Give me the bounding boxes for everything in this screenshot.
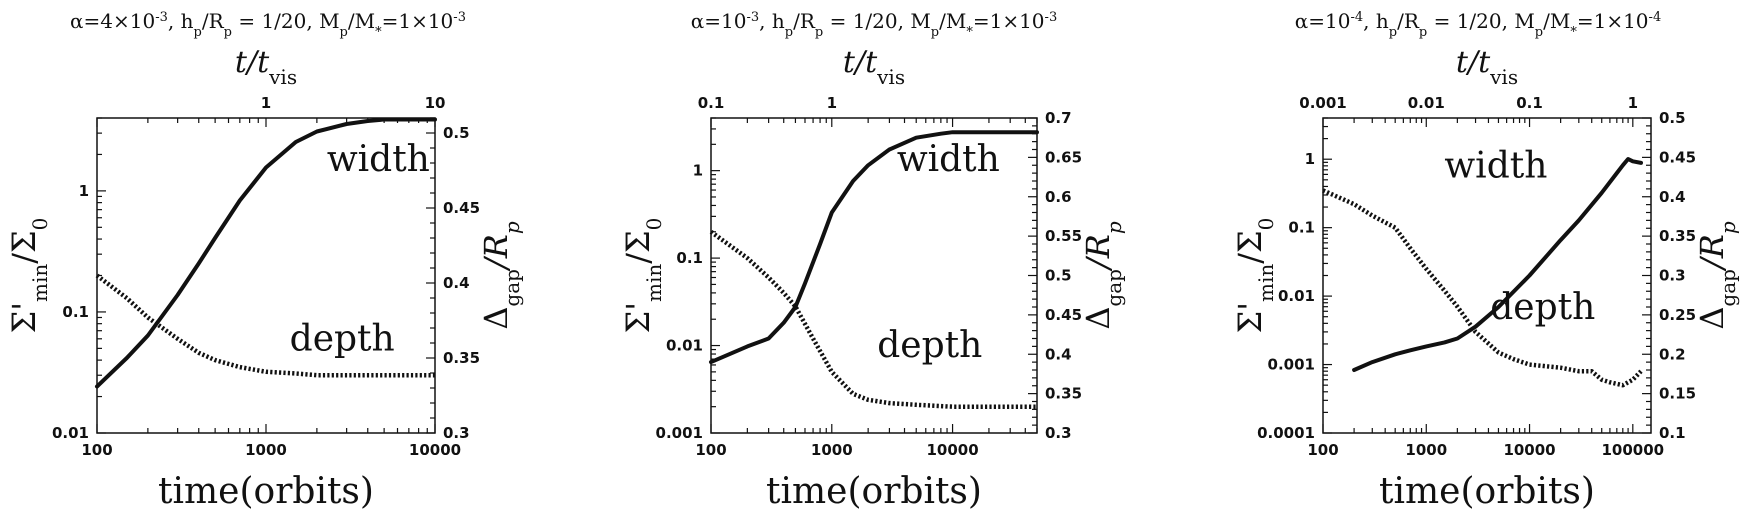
- top-tick-label: 1: [827, 94, 837, 112]
- y2-tick-label: 0.4: [1659, 188, 1686, 206]
- y-axis: 0.0001 0.001 0.01 0.1 1: [1257, 117, 1332, 442]
- y-axis-title: Σ'min/Σ0: [1231, 218, 1278, 334]
- y-tick-label: 0.001: [1268, 356, 1315, 374]
- x-axis-title: time(orbits): [158, 471, 374, 512]
- y2-tick-label: 0.5: [443, 124, 470, 142]
- y2-tick-label: 0.55: [1045, 227, 1082, 245]
- y2-tick-label: 0.35: [1659, 227, 1696, 245]
- top-tick-label: 0.1: [698, 94, 725, 112]
- y-tick-label: 0.0001: [1257, 424, 1315, 442]
- annotation-depth: depth: [1490, 287, 1595, 328]
- chart-title: α=10-3, hp/Rp = 1/20, Mp/M*=1×10-3: [691, 9, 1057, 40]
- y2-tick-label: 0.35: [443, 349, 480, 367]
- annotation-depth: depth: [877, 325, 982, 366]
- top-tick-label: 10: [425, 94, 446, 112]
- y-tick-label: 0.001: [656, 424, 703, 442]
- y2-axis-title: Δgap/Rp: [1079, 221, 1126, 330]
- y-tick-label: 1: [1305, 150, 1315, 168]
- y2-tick-label: 0.65: [1045, 148, 1082, 166]
- y2-tick-label: 0.6: [1045, 188, 1072, 206]
- x-tick-label: 1000: [811, 441, 853, 459]
- y-tick-label: 1: [79, 182, 89, 200]
- x-axis: 100 1000 10000: [695, 118, 1038, 459]
- y-tick-label: 0.01: [52, 424, 89, 442]
- chart-panel-3: α=10-4, hp/Rp = 1/20, Mp/M*=1×10-4 t/tvis…: [1231, 9, 1740, 512]
- series-line-depth: [709, 229, 1037, 409]
- chart-panel-1: α=4×10-3, hp/Rp = 1/20, Mp/M*=1×10-3 t/tv…: [5, 9, 524, 512]
- top-tick-label: 1: [261, 94, 271, 112]
- top-tick-label: 1: [1628, 94, 1638, 112]
- y2-tick-label: 0.45: [1045, 306, 1082, 324]
- x-tick-label: 100: [81, 441, 112, 459]
- y2-axis: 0.1 0.15 0.2 0.25 0.3 0.35 0.4 0.45 0.5: [1642, 109, 1696, 442]
- y-tick-label: 0.01: [666, 337, 703, 355]
- top-tick-label: 0.01: [1408, 94, 1445, 112]
- top-axis-title: t/tvis: [235, 45, 297, 89]
- y2-tick-label: 0.5: [1659, 109, 1686, 127]
- top-tick-label: 0.001: [1299, 94, 1346, 112]
- y2-tick-label: 0.4: [443, 274, 470, 292]
- y2-tick-label: 0.25: [1659, 306, 1696, 324]
- y-axis: 0.01 0.1 1: [52, 117, 106, 442]
- y2-tick-label: 0.7: [1045, 109, 1072, 127]
- y-tick-label: 1: [693, 162, 703, 180]
- x-tick-label: 10000: [1503, 441, 1555, 459]
- series-line-depth: [95, 273, 435, 378]
- y2-tick-label: 0.3: [443, 424, 470, 442]
- annotation-width: width: [327, 139, 430, 180]
- y-tick-label: 0.1: [676, 249, 703, 267]
- x-tick-label: 100: [1307, 441, 1338, 459]
- annotation-width: width: [897, 139, 1000, 180]
- y2-tick-label: 0.45: [443, 199, 480, 217]
- series-line-width: [709, 130, 1039, 365]
- top-tick-label: 0.1: [1516, 94, 1543, 112]
- chart-panel-2: α=10-3, hp/Rp = 1/20, Mp/M*=1×10-3 t/tvis…: [619, 9, 1126, 512]
- y2-tick-label: 0.2: [1659, 345, 1686, 363]
- y2-tick-label: 0.1: [1659, 424, 1686, 442]
- x-tick-label: 1000: [1405, 441, 1447, 459]
- top-axis-title: t/tvis: [1456, 45, 1518, 89]
- x-tick-label: 10000: [926, 441, 978, 459]
- y-tick-label: 0.01: [1278, 287, 1315, 305]
- x-tick-label: 100000: [1602, 441, 1665, 459]
- y2-tick-label: 0.5: [1045, 267, 1072, 285]
- x-axis-title: time(orbits): [766, 471, 982, 512]
- x-tick-label: 1000: [245, 441, 287, 459]
- series-line-depth: [1322, 188, 1643, 388]
- x-axis: 100 1000 10000 100000: [1307, 118, 1664, 459]
- annotation-depth: depth: [290, 319, 395, 360]
- y2-axis-title: Δgap/Rp: [477, 221, 524, 330]
- y2-axis-title: Δgap/Rp: [1693, 221, 1740, 330]
- y2-tick-label: 0.3: [1659, 267, 1686, 285]
- annotation-width: width: [1444, 145, 1547, 186]
- x-tick-label: 100: [695, 441, 726, 459]
- chart-title: α=4×10-3, hp/Rp = 1/20, Mp/M*=1×10-3: [70, 9, 466, 40]
- y2-tick-label: 0.15: [1659, 385, 1696, 403]
- y-tick-label: 0.1: [1288, 219, 1315, 237]
- y2-tick-label: 0.45: [1659, 148, 1696, 166]
- top-axis-title: t/tvis: [843, 45, 905, 89]
- y2-axis: 0.3 0.35 0.4 0.45 0.5: [426, 117, 480, 442]
- y-tick-label: 0.1: [62, 303, 89, 321]
- y2-axis: 0.3 0.35 0.4 0.45 0.5 0.55 0.6 0.65 0.7: [1028, 109, 1082, 442]
- y-axis: 0.001 0.01 0.1 1: [656, 117, 720, 442]
- y-axis-title: Σ'min/Σ0: [5, 218, 52, 334]
- y-axis-title: Σ'min/Σ0: [619, 218, 666, 334]
- x-tick-label: 10000: [409, 441, 461, 459]
- chart-title: α=10-4, hp/Rp = 1/20, Mp/M*=1×10-4: [1295, 9, 1661, 40]
- y2-tick-label: 0.3: [1045, 424, 1072, 442]
- y2-tick-label: 0.35: [1045, 385, 1082, 403]
- series-line-width: [1352, 157, 1643, 372]
- x-axis: 100 1000 10000: [81, 118, 461, 459]
- x-axis-title: time(orbits): [1379, 471, 1595, 512]
- y2-tick-label: 0.4: [1045, 345, 1072, 363]
